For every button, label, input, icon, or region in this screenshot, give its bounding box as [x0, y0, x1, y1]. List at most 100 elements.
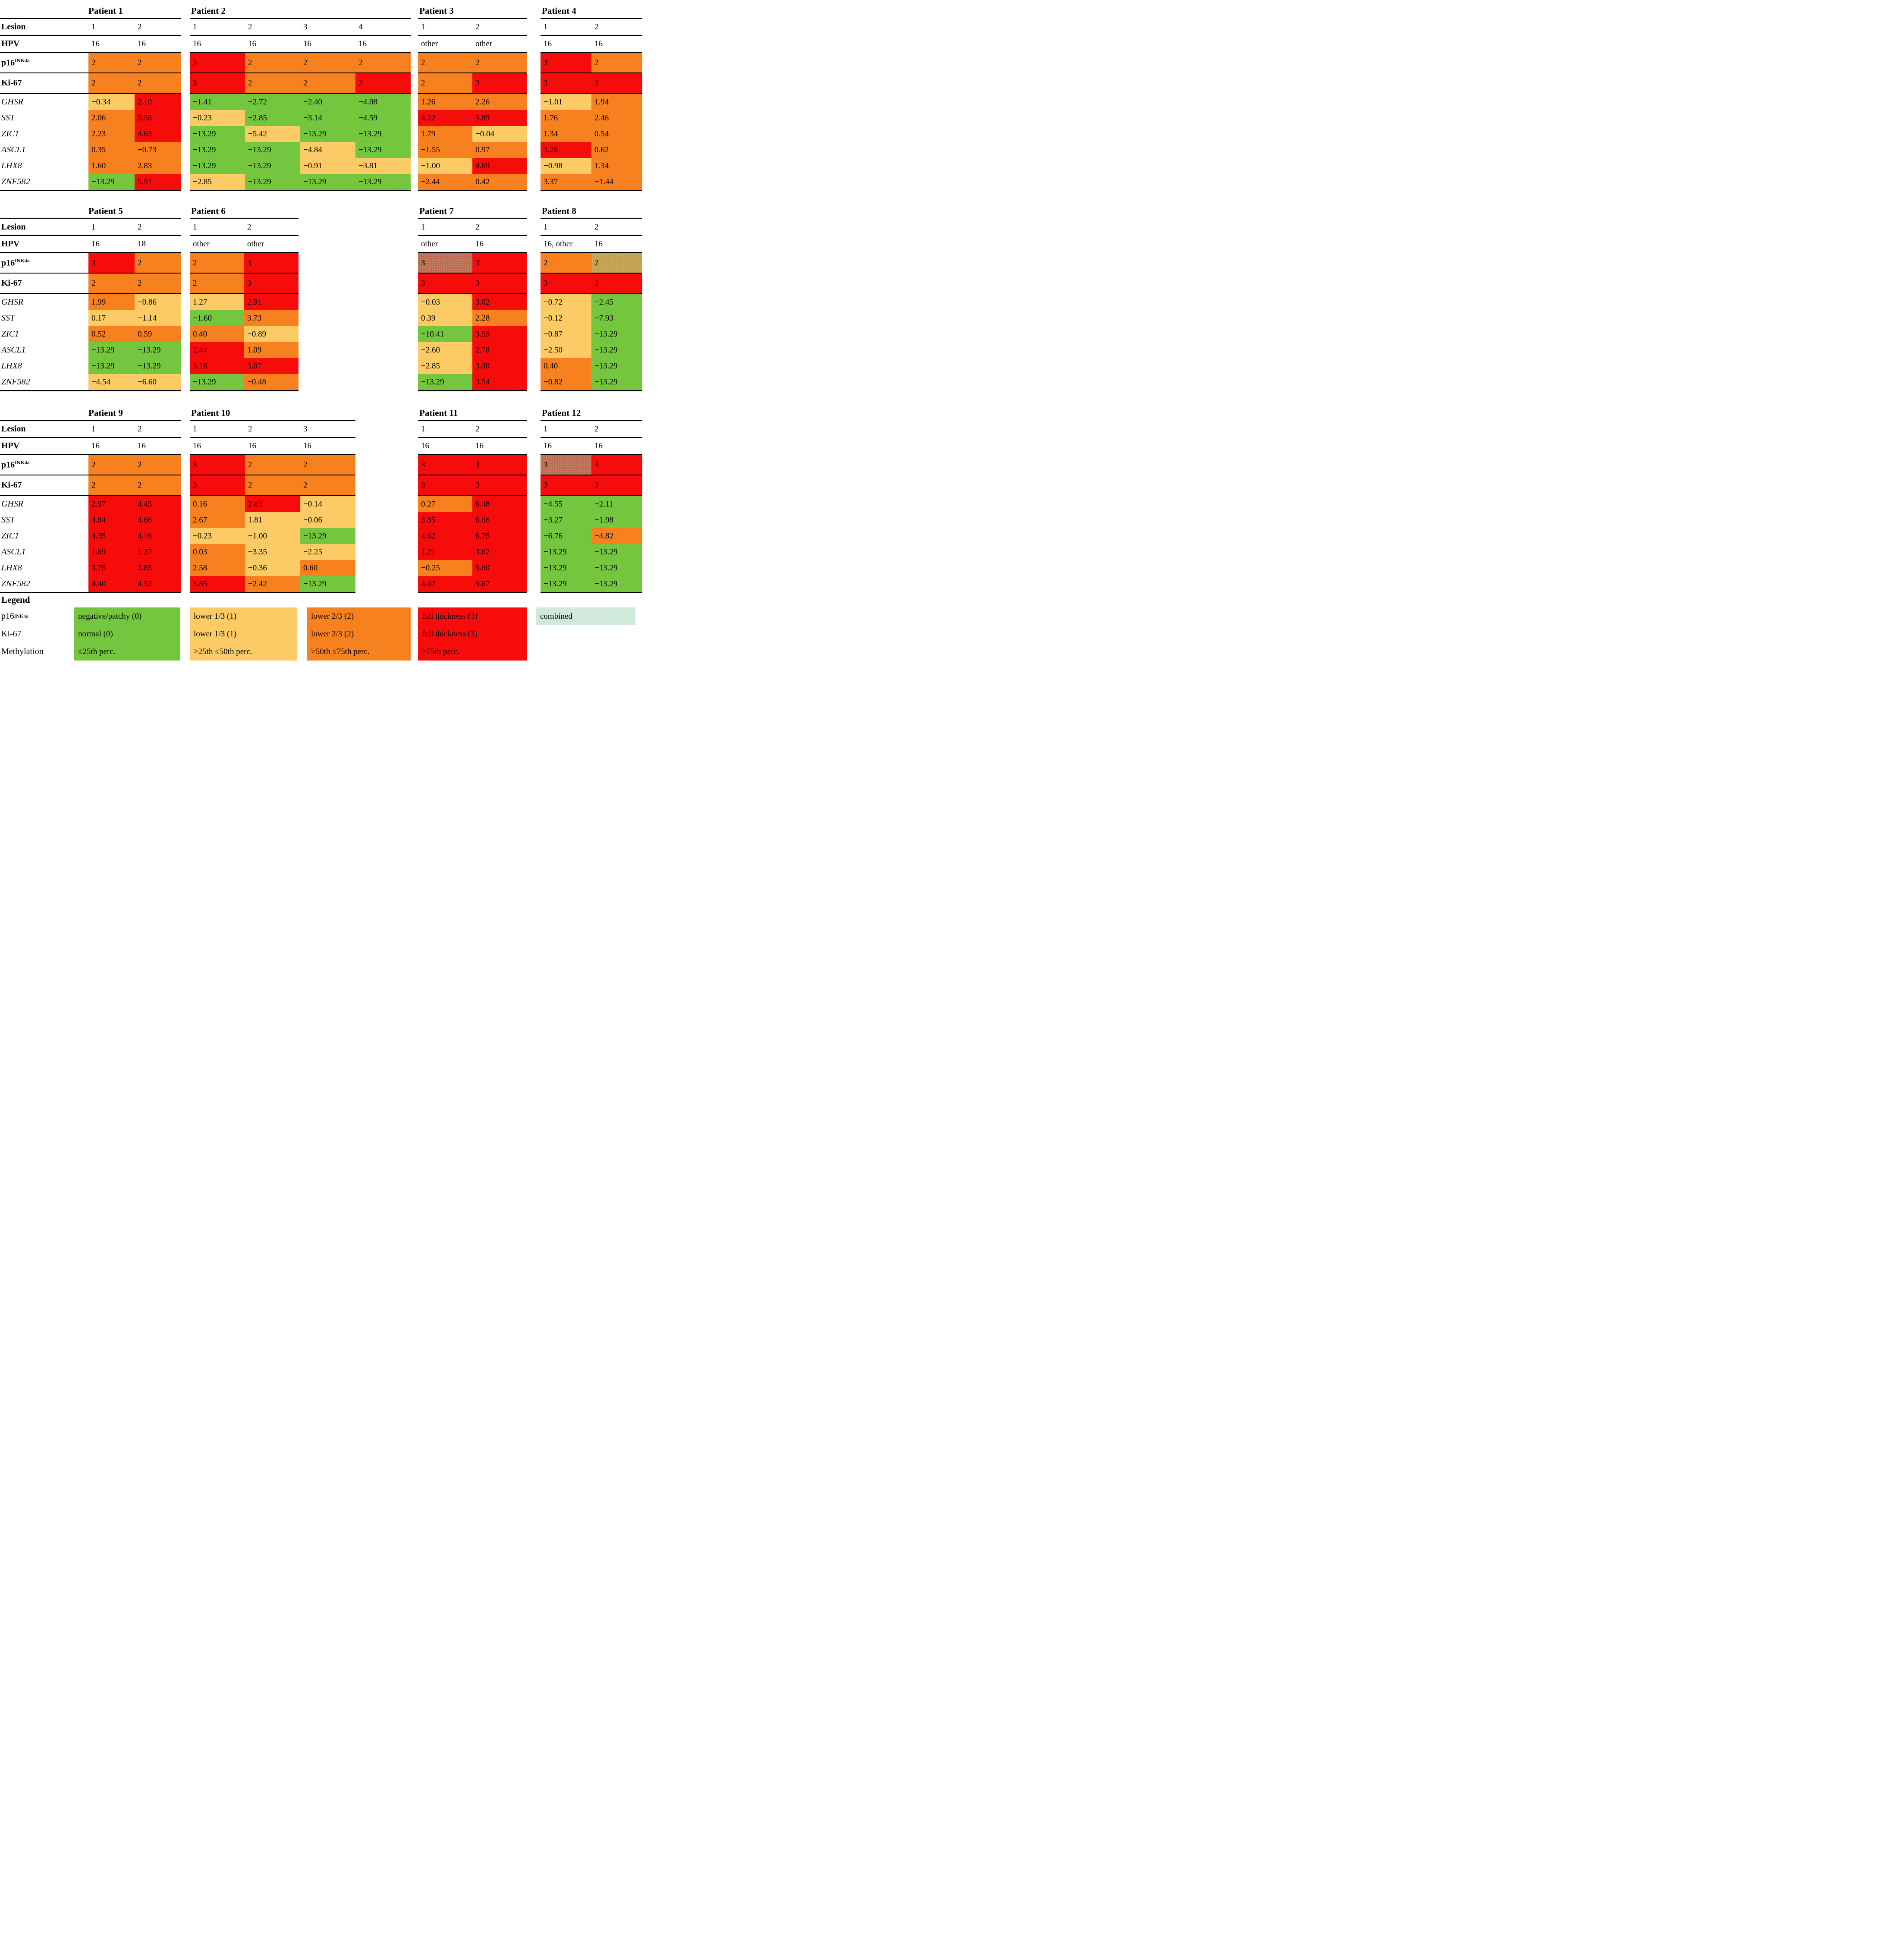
gene-value-cell: 4.35 — [88, 528, 135, 544]
hpv-cell: 16 — [591, 236, 642, 252]
p16-cell: 2 — [135, 455, 181, 475]
gene-value-cell-value: 4.40 — [91, 579, 106, 588]
gene-value-cell-value: 1.21 — [421, 547, 436, 557]
gene-value-cell-value: −1.44 — [594, 177, 613, 186]
gene-value-cell: −13.29 — [355, 174, 411, 190]
lesion-cell: 1 — [190, 19, 245, 35]
hpv-cell: other — [418, 236, 472, 252]
gene-value-cell: −13.29 — [300, 174, 355, 190]
lesion-cell: 1 — [541, 421, 591, 437]
p16-cell-value: 2 — [358, 58, 363, 67]
hpv-cell-value: 16 — [358, 39, 367, 48]
p16-cell: 3 — [541, 53, 591, 72]
legend-entry: negative/patchy (0) — [78, 611, 142, 621]
gene-value-cell-value: 4.47 — [421, 579, 436, 588]
ki67-cell: 3 — [418, 475, 472, 495]
gene-row: 0.16 2.83 −0.14 — [190, 496, 355, 512]
gene-value-cell-value: 2.67 — [193, 515, 207, 525]
gene-value-cell: −1.41 — [190, 94, 245, 110]
p16-cell: 3 — [418, 455, 472, 475]
gene-row: 3.25 0.62 — [541, 142, 642, 158]
patient-table: Patient 11 1 2 16 16 3 3 3 3 0.27 6.48 3.85 6.66 4.62… — [418, 406, 527, 593]
gene-value-cell: 1.34 — [591, 158, 642, 174]
gene-value-cell-value: −0.03 — [421, 297, 440, 307]
patient-table: Patient 6 1 2 other other 2 3 2 3 1.27 2.91 −1.60 3.… — [190, 204, 299, 391]
hpv-row: other other — [190, 236, 299, 253]
patient-title-row: Patient 9 — [0, 406, 181, 421]
ki67-cell-value: 3 — [544, 278, 548, 288]
hpv-cell-value: 16 — [138, 39, 146, 48]
gene-row: −0.72 −2.45 — [541, 294, 642, 310]
gene-row: 3.37 −1.44 — [541, 174, 642, 191]
lesion-cell-value: 2 — [475, 424, 480, 434]
ki67-row: Ki-67 2 2 — [0, 274, 181, 294]
hpv-row-label-text: HPV — [1, 239, 20, 249]
p16-cell-value: 2 — [303, 460, 308, 469]
gene-value-cell-value: −0.12 — [544, 313, 563, 323]
p16-cell-value: 3 — [421, 460, 425, 469]
ki67-cell: 3 — [418, 274, 472, 293]
gene-value-cell-value: −13.29 — [193, 145, 216, 154]
hpv-cell-value: 16 — [248, 441, 256, 450]
ki67-cell-value: 2 — [138, 278, 142, 288]
ki67-cell: 3 — [190, 475, 245, 495]
hpv-cell: 16 — [135, 36, 181, 52]
gene-value-cell-value: 4.16 — [138, 531, 152, 541]
lesion-cell: 2 — [591, 19, 642, 35]
lesion-cell-value: 2 — [138, 22, 142, 31]
gene-value-cell-value: 2.83 — [248, 499, 263, 509]
gene-value-cell: 0.39 — [418, 310, 472, 326]
hpv-cell-value: other — [193, 239, 210, 249]
gene-value-cell: −5.42 — [245, 126, 300, 142]
gene-value-cell-value: −13.29 — [594, 329, 618, 339]
hpv-cell-value: 16 — [91, 39, 100, 48]
p16-cell: 3 — [88, 253, 135, 273]
p16-cell-value: 2 — [138, 58, 142, 67]
gene-value-cell-value: −1.60 — [193, 313, 212, 323]
ki67-cell: 3 — [541, 274, 591, 293]
lesion-cell: 1 — [88, 421, 135, 437]
gene-row: 1.26 2.26 — [418, 94, 527, 110]
gene-row: −0.03 3.02 — [418, 294, 527, 310]
lesion-cell-value: 2 — [475, 22, 480, 31]
gene-value-cell-value: 1.76 — [544, 113, 558, 123]
gene-value-cell-value: −2.42 — [248, 579, 267, 588]
gene-value-cell-value: 2.23 — [91, 129, 106, 138]
gene-row-label: ZNF582 — [0, 576, 88, 592]
p16-cell-value: 2 — [248, 460, 252, 469]
gene-row: −0.12 −7.93 — [541, 310, 642, 326]
hpv-cell-value: 16, other — [544, 239, 573, 249]
gene-value-cell: 1.21 — [418, 544, 472, 560]
ki67-row: Ki-67 2 2 — [0, 475, 181, 496]
lesion-cell: 2 — [135, 421, 181, 437]
gene-value-cell-value: 2.83 — [138, 161, 152, 170]
gene-value-cell-value: −0.25 — [421, 563, 440, 573]
p16-row: 3 2 2 — [190, 455, 355, 475]
gene-value-cell-value: 1.37 — [138, 547, 152, 557]
gene-value-cell: 3.73 — [244, 310, 299, 326]
gene-row: 1.34 0.54 — [541, 126, 642, 142]
gene-value-cell: 2.44 — [190, 342, 244, 358]
gene-value-cell-value: −13.29 — [544, 563, 567, 573]
gene-value-cell: −1.44 — [591, 174, 642, 190]
gene-value-cell: −13.29 — [135, 358, 181, 374]
lesion-row-label-text: Lesion — [1, 22, 26, 31]
gene-value-cell-value: 0.27 — [421, 499, 436, 509]
hpv-row: HPV 16 18 — [0, 236, 181, 253]
gene-value-cell-value: 4.66 — [138, 515, 152, 525]
gene-value-cell: 3.40 — [472, 358, 527, 374]
legend-entry: >50th ≤75th perc. — [311, 647, 370, 656]
gene-row: 2.58 −0.36 0.60 — [190, 560, 355, 576]
gene-value-cell-value: −13.29 — [193, 377, 216, 387]
gene-row: −0.23 −2.85 −3.14 −4.59 — [190, 110, 411, 126]
gene-value-cell-value: −1.98 — [594, 515, 613, 525]
gene-value-cell-value: −13.29 — [421, 377, 444, 387]
gene-value-cell: 0.97 — [472, 142, 527, 158]
p16-cell: 3 — [190, 53, 245, 72]
p16-cell: 2 — [355, 53, 411, 72]
gene-value-cell-value: −13.29 — [91, 177, 115, 186]
patient-band: Patient 5 Lesion 1 2 HPV 16 18 p16INK4a 3 2 Ki-67 2… — [0, 204, 643, 393]
